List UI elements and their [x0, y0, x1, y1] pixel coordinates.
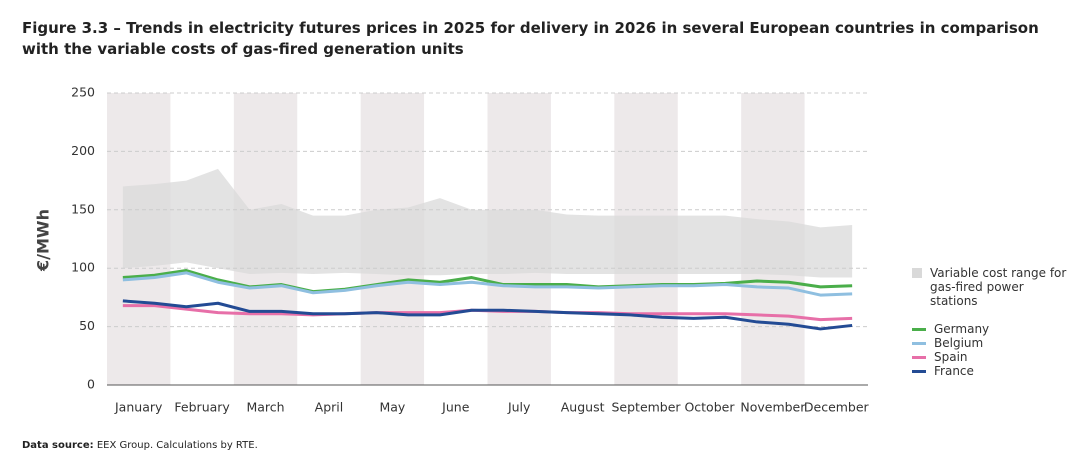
legend-label: Germany [934, 322, 990, 336]
series-line [122, 271, 853, 297]
source-label: Data source: [22, 440, 94, 451]
y-tick-label: 100 [71, 260, 95, 275]
x-tick-label: June [441, 400, 470, 415]
source-text: EEX Group. Calculations by RTE. [96, 440, 258, 451]
y-tick-label: 0 [87, 377, 95, 392]
x-tick-label: March [246, 400, 284, 415]
x-tick-label: May [379, 400, 405, 415]
y-tick-label: 150 [71, 201, 95, 216]
legend-label: Spain [934, 350, 968, 364]
y-tick-label: 250 [71, 85, 95, 100]
x-tick-label: September [611, 400, 681, 415]
x-tick-label: February [174, 400, 230, 415]
legend-swatch [912, 356, 926, 359]
chart-title: Figure 3.3 – Trends in electricity futur… [22, 19, 1039, 58]
legend-label: France [934, 364, 974, 378]
legend-swatch [912, 370, 926, 373]
y-tick-label: 50 [79, 318, 95, 333]
x-tick-label: April [315, 400, 344, 415]
x-tick-label: January [114, 400, 163, 415]
legend: Variable cost range for gas-fired power … [912, 266, 1072, 378]
cost-range-area [122, 168, 853, 278]
legend-label: Belgium [934, 336, 984, 350]
x-tick-label: October [684, 400, 735, 415]
x-tick-label: August [561, 400, 605, 415]
legend-item: Variable cost range for gas-fired power … [912, 266, 1072, 308]
legend-label: Variable cost range for gas-fired power … [930, 266, 1067, 308]
y-tick-label: 200 [71, 143, 95, 158]
legend-item: Spain [912, 350, 1072, 364]
legend-swatch [912, 328, 926, 331]
legend-item: France [912, 364, 1072, 378]
x-tick-label: November [740, 400, 806, 415]
x-tick-label: December [804, 400, 870, 415]
legend-swatch [912, 268, 922, 278]
series-line [122, 299, 853, 331]
source: Data source: EEX Group. Calculations by … [22, 440, 258, 451]
y-axis-label: €/MWh [34, 209, 53, 272]
legend-item: Belgium [912, 336, 1072, 350]
legend-swatch [912, 342, 926, 345]
legend-item: Germany [912, 322, 1072, 336]
chart: €/MWh 0 50 100 150 200 250 January February Marc… [34, 85, 870, 415]
x-tick-label: July [507, 400, 531, 415]
